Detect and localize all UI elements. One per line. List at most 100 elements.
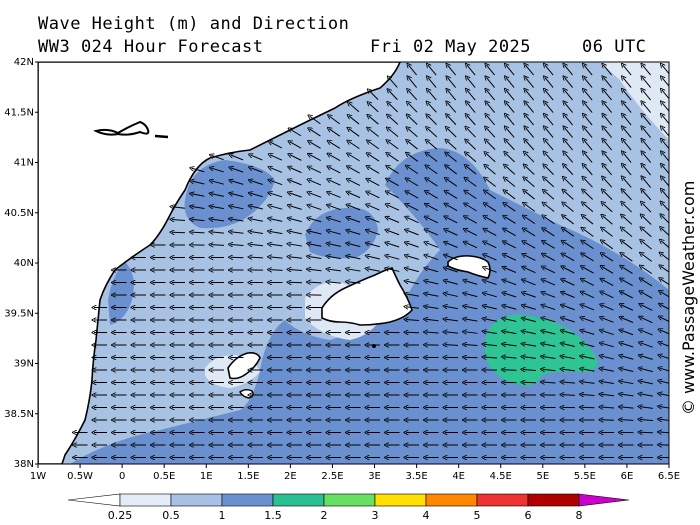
watermark-text: © www.PassageWeather.com: [679, 181, 698, 415]
direction-arrow: [640, 330, 653, 336]
direction-arrow: [621, 381, 634, 383]
direction-arrow: [367, 218, 380, 223]
direction-arrow: [524, 242, 536, 249]
inland-water-outline: [93, 120, 150, 136]
direction-arrow: [602, 279, 614, 287]
lon-tick-label: 4.5E: [490, 471, 512, 482]
direction-arrow: [426, 307, 439, 309]
direction-arrow: [582, 292, 595, 299]
direction-arrow: [563, 267, 575, 274]
direction-arrow: [445, 281, 458, 285]
direction-arrow: [486, 128, 496, 138]
direction-arrow: [563, 203, 574, 213]
direction-arrow: [602, 254, 614, 262]
direction-arrow: [426, 281, 439, 285]
direction-arrow: [192, 232, 205, 233]
direction-arrow: [544, 178, 555, 188]
direction-arrow: [505, 191, 516, 200]
direction-arrow: [543, 293, 556, 298]
direction-arrow: [564, 127, 574, 138]
direction-arrow: [525, 178, 535, 188]
direction-arrow: [623, 190, 632, 201]
direction-arrow: [446, 153, 457, 163]
direction-arrow: [408, 90, 418, 101]
direction-arrow: [523, 369, 537, 370]
direction-arrow: [601, 318, 614, 323]
direction-arrow: [349, 103, 360, 113]
direction-arrow: [621, 343, 634, 348]
direction-arrow: [584, 152, 593, 163]
direction-arrow: [564, 90, 574, 101]
direction-arrow: [563, 254, 575, 262]
lon-tick-label: 3.5E: [405, 471, 427, 482]
lon-tick-label: 6.5E: [658, 471, 680, 482]
direction-arrow: [640, 343, 653, 348]
direction-arrow: [348, 218, 361, 223]
direction-arrow: [445, 243, 458, 248]
direction-arrow: [564, 153, 574, 163]
lat-tick-label: 38N: [14, 459, 34, 470]
direction-arrow: [504, 293, 517, 298]
direction-arrow: [250, 232, 264, 234]
direction-arrow: [328, 218, 341, 223]
direction-arrow: [192, 168, 205, 173]
direction-arrow: [406, 307, 420, 309]
direction-arrow: [467, 65, 476, 76]
island-ibiza: [227, 352, 261, 380]
direction-arrow: [466, 153, 477, 163]
direction-arrow: [504, 268, 517, 273]
direction-arrow: [642, 190, 652, 201]
direction-arrow: [426, 268, 439, 273]
direction-arrow: [270, 244, 283, 246]
direction-arrow: [562, 305, 575, 311]
direction-arrow: [428, 77, 437, 88]
direction-arrow: [661, 215, 669, 224]
direction-arrow: [524, 204, 536, 212]
direction-arrow: [250, 244, 264, 245]
direction-arrow: [407, 192, 419, 199]
direction-arrow: [622, 216, 633, 225]
direction-arrow: [642, 165, 652, 176]
direction-arrow: [484, 280, 497, 286]
direction-arrow: [563, 280, 575, 286]
direction-arrow: [388, 103, 399, 113]
direction-arrow: [465, 306, 478, 310]
direction-arrow: [426, 230, 439, 236]
direction-arrow: [485, 229, 497, 237]
direction-arrow: [505, 204, 516, 212]
direction-arrow: [603, 216, 613, 225]
direction-arrow: [309, 269, 322, 270]
direction-arrow: [290, 167, 302, 174]
direction-arrow: [446, 179, 458, 187]
direction-arrow: [506, 128, 515, 138]
direction-arrow: [523, 293, 536, 298]
direction-arrow: [211, 181, 224, 185]
direction-arrow: [485, 242, 497, 249]
lon-tick-label: 3E: [368, 471, 381, 482]
direction-arrow: [231, 181, 244, 185]
direction-arrow: [406, 332, 420, 333]
direction-arrow: [583, 229, 594, 237]
direction-arrow: [562, 344, 575, 347]
direction-arrow: [389, 78, 398, 88]
direction-arrow: [601, 407, 615, 408]
direction-arrow: [582, 394, 595, 395]
direction-arrow: [603, 102, 613, 113]
lat-tick-label: 40.5N: [4, 208, 34, 219]
inland-water-outline-small: [154, 134, 169, 139]
direction-arrow: [427, 128, 438, 138]
direction-arrow: [465, 332, 478, 334]
lon-tick-label: 0: [119, 471, 125, 482]
direction-arrow: [505, 153, 515, 163]
direction-arrow: [446, 204, 458, 212]
direction-arrow: [660, 368, 669, 372]
direction-arrow: [661, 241, 669, 249]
direction-arrow: [270, 219, 283, 222]
direction-arrow: [523, 357, 537, 359]
direction-arrow: [309, 154, 321, 161]
direction-arrow: [328, 282, 342, 283]
direction-arrow: [309, 282, 322, 283]
direction-arrow: [584, 127, 593, 138]
legend-label: 8: [576, 509, 583, 522]
direction-arrow: [465, 319, 478, 321]
